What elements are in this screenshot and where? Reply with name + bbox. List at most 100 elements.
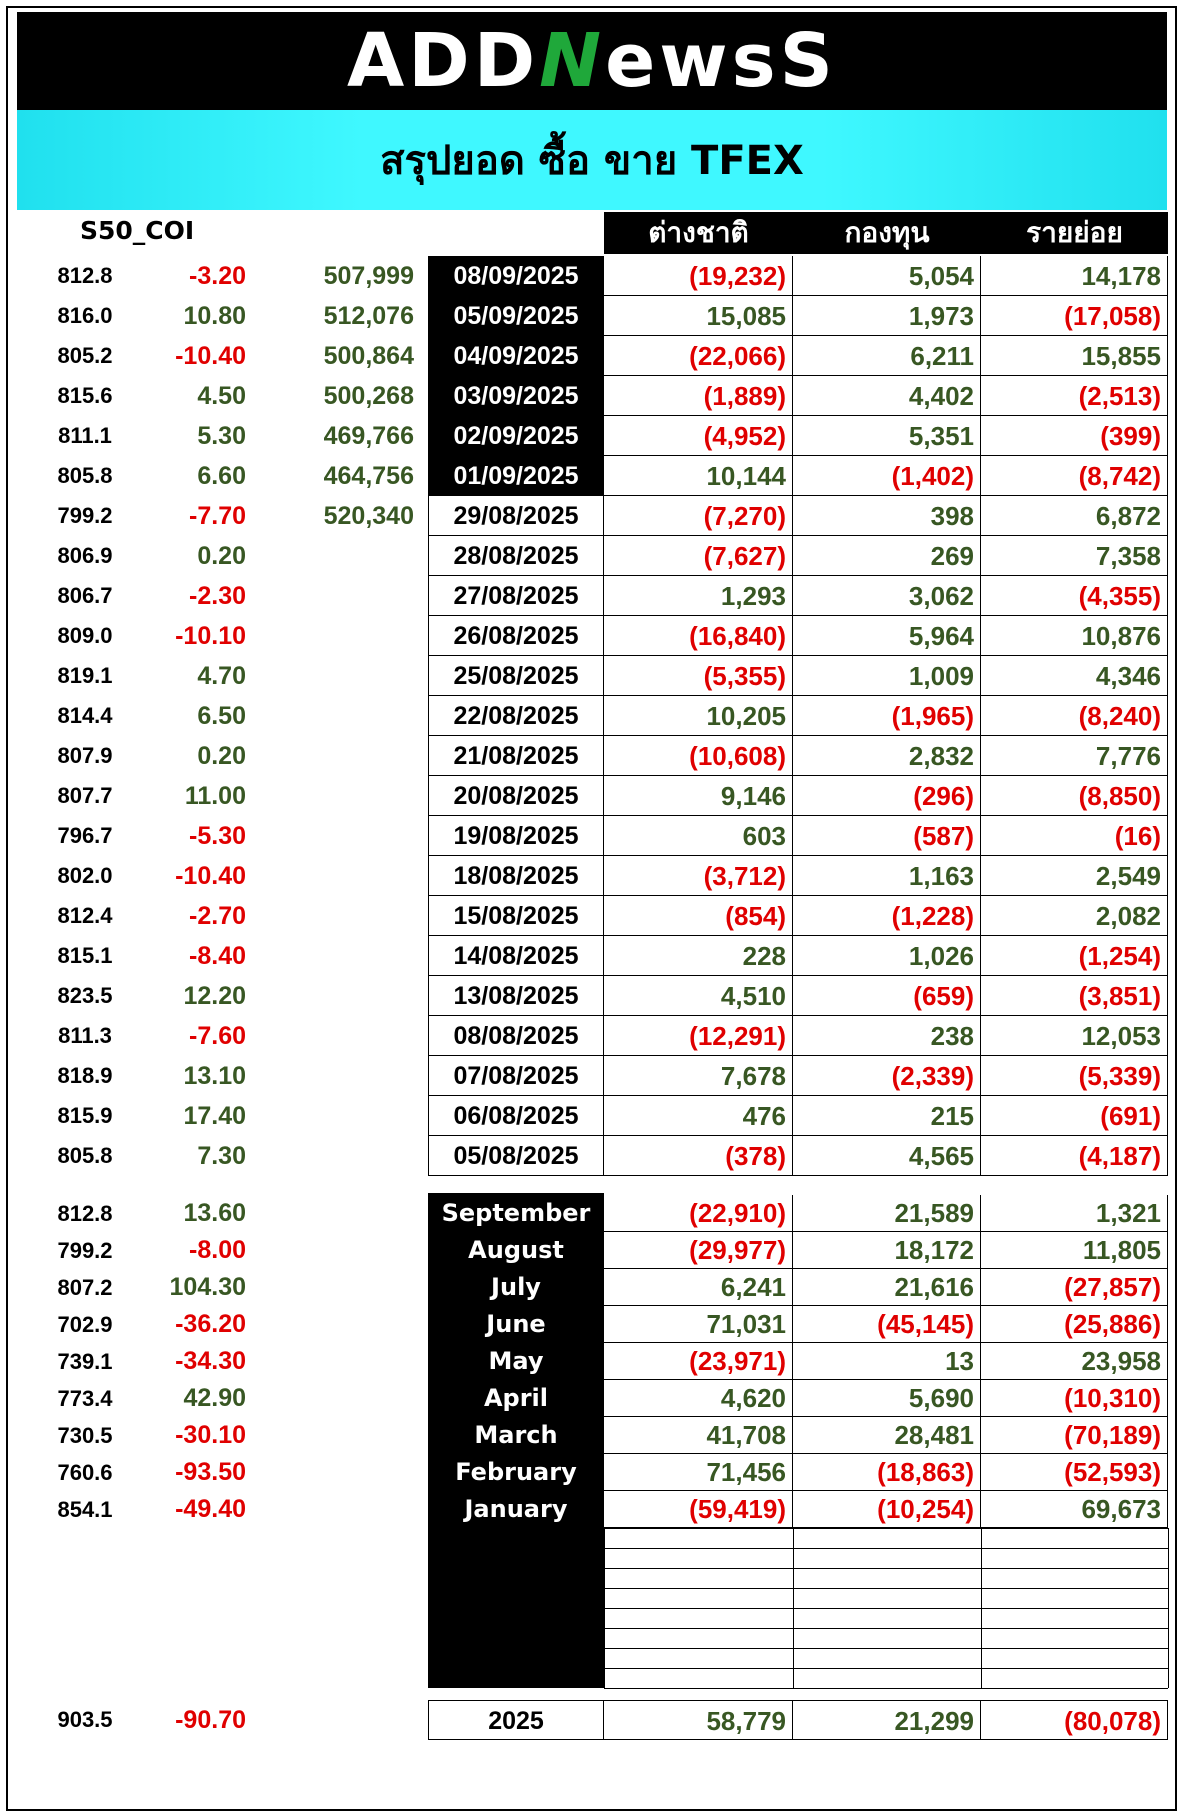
total-s50-change: -90.70 xyxy=(175,1706,246,1734)
institution-net: (10,254) xyxy=(793,1491,981,1528)
monthly-row: 812.8 13.60 September (22,910) 21,589 1,321 xyxy=(0,1195,1185,1232)
foreign-net: 10,144 xyxy=(604,456,793,496)
daily-row: 812.4 -2.70 15/08/2025 (854) (1,228) 2,082 xyxy=(0,896,1185,936)
grid-line xyxy=(604,1568,1168,1569)
s50-change: -10.40 xyxy=(175,862,246,890)
s50-value: 799.2 xyxy=(57,503,113,528)
s50-change: 6.50 xyxy=(197,702,246,730)
s50-change: -2.30 xyxy=(189,582,246,610)
open-interest xyxy=(270,736,414,776)
open-interest: 500,864 xyxy=(323,342,414,370)
trade-date: 15/08/2025 xyxy=(428,896,604,936)
daily-row: 811.1 5.30 469,766 02/09/2025 (4,952) 5,351 (3… xyxy=(0,416,1185,456)
trade-date: 06/08/2025 xyxy=(428,1096,604,1136)
retail-net: 11,805 xyxy=(981,1232,1168,1269)
s50-change: 4.70 xyxy=(197,662,246,690)
monthly-row: 702.9 -36.20 June 71,031 (45,145) (25,886) xyxy=(0,1306,1185,1343)
s50-value: 799.2 xyxy=(57,1238,113,1263)
trade-date: 25/08/2025 xyxy=(428,656,604,696)
month-label: July xyxy=(491,1273,541,1301)
total-s50-value: 903.5 xyxy=(57,1707,113,1732)
institution-net: 1,009 xyxy=(793,656,981,696)
s50-change: 11.00 xyxy=(184,782,246,810)
open-interest xyxy=(270,1096,414,1136)
monthly-row: 807.2 104.30 July 6,241 21,616 (27,857) xyxy=(0,1269,1185,1306)
retail-net: (2,513) xyxy=(981,376,1168,416)
foreign-net: 476 xyxy=(604,1096,793,1136)
daily-row: 819.1 4.70 25/08/2025 (5,355) 1,009 4,346 xyxy=(0,656,1185,696)
trade-date: 05/09/2025 xyxy=(428,296,604,336)
s50-value: 814.4 xyxy=(57,703,113,728)
institution-net: 269 xyxy=(793,536,981,576)
s50-value: 811.1 xyxy=(58,423,112,448)
monthly-row: 739.1 -34.30 May (23,971) 13 23,958 xyxy=(0,1343,1185,1380)
foreign-net: (10,608) xyxy=(604,736,793,776)
s50-value: 806.9 xyxy=(57,543,113,568)
s50-change: 10.80 xyxy=(183,302,246,330)
trade-date: 21/08/2025 xyxy=(428,736,604,776)
daily-row: 816.0 10.80 512,076 05/09/2025 15,085 1,973 (1… xyxy=(0,296,1185,336)
daily-row: 814.4 6.50 22/08/2025 10,205 (1,965) (8,240) xyxy=(0,696,1185,736)
grid-line xyxy=(604,1548,1168,1549)
s50-value: 807.2 xyxy=(57,1275,113,1300)
trade-date: 08/08/2025 xyxy=(428,1016,604,1056)
month-label: February xyxy=(455,1458,577,1486)
title-banner: สรุปยอด ซื้อ ขาย TFEX xyxy=(17,110,1167,210)
grid-line xyxy=(604,1608,1168,1609)
s50-value: 854.1 xyxy=(57,1497,113,1522)
grid-line xyxy=(604,1648,1168,1649)
retail-net: 14,178 xyxy=(981,256,1168,296)
trade-date: 04/09/2025 xyxy=(428,336,604,376)
retail-net: (10,310) xyxy=(981,1380,1168,1417)
s50-value: 815.1 xyxy=(57,943,113,968)
trade-date: 28/08/2025 xyxy=(428,536,604,576)
open-interest xyxy=(270,616,414,656)
s50-change: -36.20 xyxy=(175,1310,246,1338)
daily-row: 805.8 7.30 05/08/2025 (378) 4,565 (4,187) xyxy=(0,1136,1185,1176)
trade-date: 29/08/2025 xyxy=(428,496,604,536)
open-interest: 507,999 xyxy=(323,262,414,290)
s50-value: 811.3 xyxy=(58,1023,112,1048)
foreign-net: 41,708 xyxy=(604,1417,793,1454)
trade-date: 02/09/2025 xyxy=(428,416,604,456)
total-row: 903.5 -90.70 2025 58,779 21,299 (80,078) xyxy=(0,1700,1185,1740)
trade-date: 14/08/2025 xyxy=(428,936,604,976)
s50-value: 773.4 xyxy=(57,1386,113,1411)
retail-net: (3,851) xyxy=(981,976,1168,1016)
foreign-net: (22,066) xyxy=(604,336,793,376)
institution-net: (1,965) xyxy=(793,696,981,736)
institution-net: 4,565 xyxy=(793,1136,981,1176)
foreign-net: 10,205 xyxy=(604,696,793,736)
s50-change: 42.90 xyxy=(183,1384,246,1412)
s50-value: 702.9 xyxy=(57,1312,113,1337)
retail-net: (1,254) xyxy=(981,936,1168,976)
s50-value: 760.6 xyxy=(57,1460,113,1485)
foreign-net: (22,910) xyxy=(604,1195,793,1232)
foreign-net: 6,241 xyxy=(604,1269,793,1306)
daily-row: 806.7 -2.30 27/08/2025 1,293 3,062 (4,355) xyxy=(0,576,1185,616)
header-foreign: ต่างชาติ xyxy=(604,212,793,254)
s50-value: 816.0 xyxy=(57,303,113,328)
daily-row: 802.0 -10.40 18/08/2025 (3,712) 1,163 2,549 xyxy=(0,856,1185,896)
institution-net: 3,062 xyxy=(793,576,981,616)
trade-date: 18/08/2025 xyxy=(428,856,604,896)
retail-net: 2,082 xyxy=(981,896,1168,936)
trade-date: 20/08/2025 xyxy=(428,776,604,816)
s50-value: 805.8 xyxy=(57,1143,113,1168)
retail-net: 1,321 xyxy=(981,1195,1168,1232)
trade-date: 03/09/2025 xyxy=(428,376,604,416)
retail-net: (25,886) xyxy=(981,1306,1168,1343)
s50-change: 7.30 xyxy=(197,1142,246,1170)
s50-change: 104.30 xyxy=(169,1273,246,1301)
foreign-net: (19,232) xyxy=(604,256,793,296)
retail-net: (5,339) xyxy=(981,1056,1168,1096)
s50-change: -8.40 xyxy=(189,942,246,970)
daily-row: 806.9 0.20 28/08/2025 (7,627) 269 7,358 xyxy=(0,536,1185,576)
open-interest xyxy=(270,936,414,976)
institution-net: 5,964 xyxy=(793,616,981,656)
s50-value: 819.1 xyxy=(57,663,113,688)
s50-change: -34.30 xyxy=(175,1347,246,1375)
foreign-net: (23,971) xyxy=(604,1343,793,1380)
institution-net: 238 xyxy=(793,1016,981,1056)
retail-net: 7,776 xyxy=(981,736,1168,776)
